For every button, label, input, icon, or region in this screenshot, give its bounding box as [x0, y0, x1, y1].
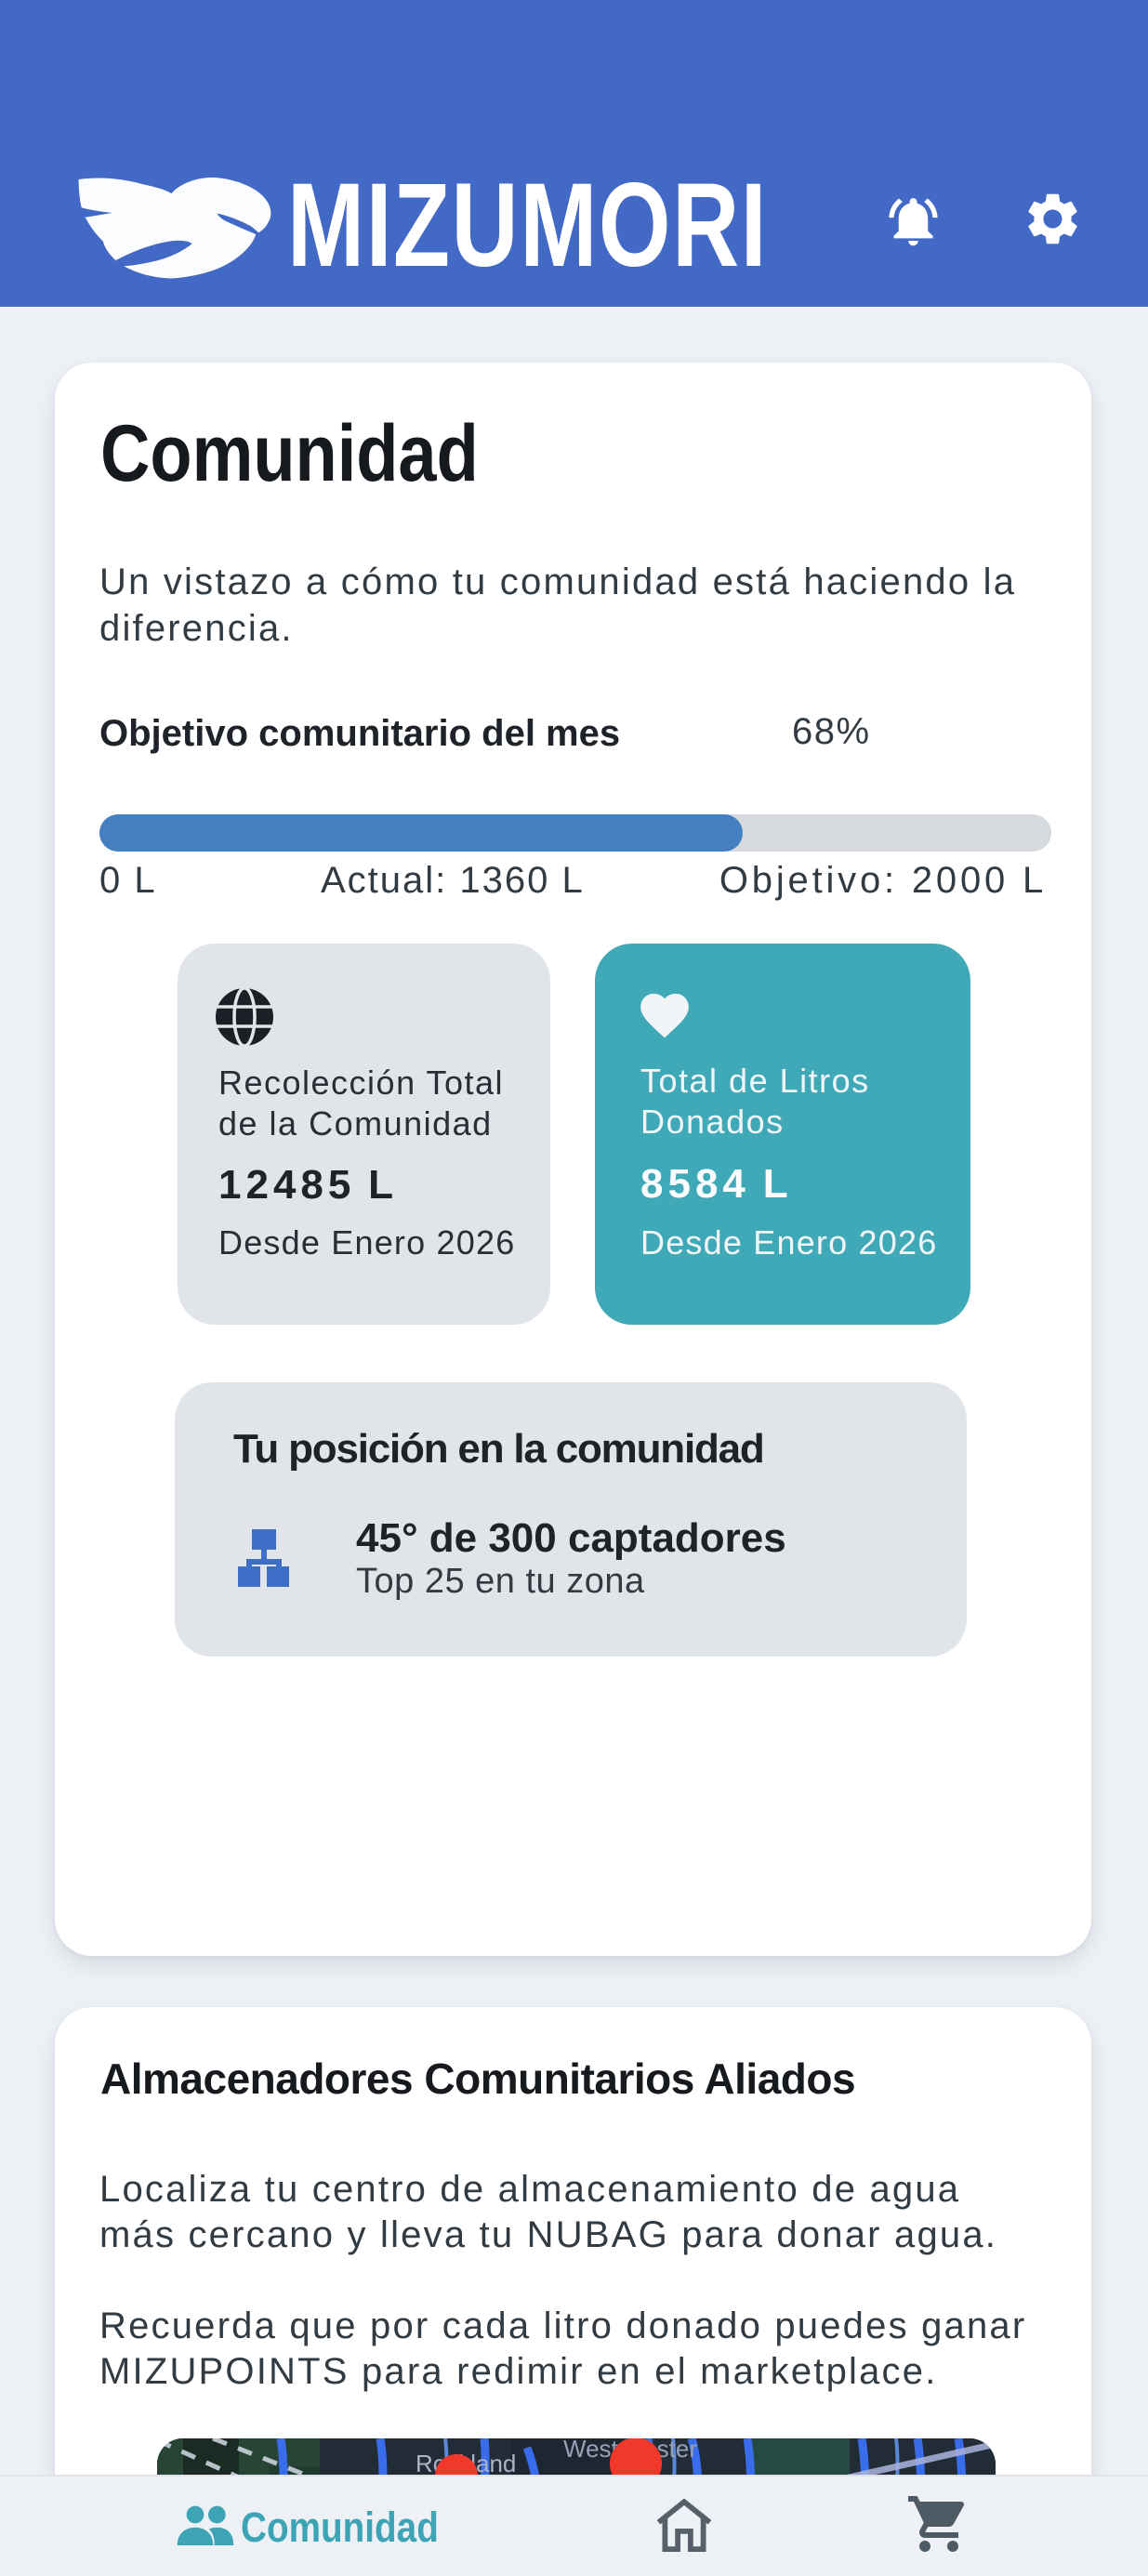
svg-text:MIZUMORI: MIZUMORI	[287, 167, 766, 279]
